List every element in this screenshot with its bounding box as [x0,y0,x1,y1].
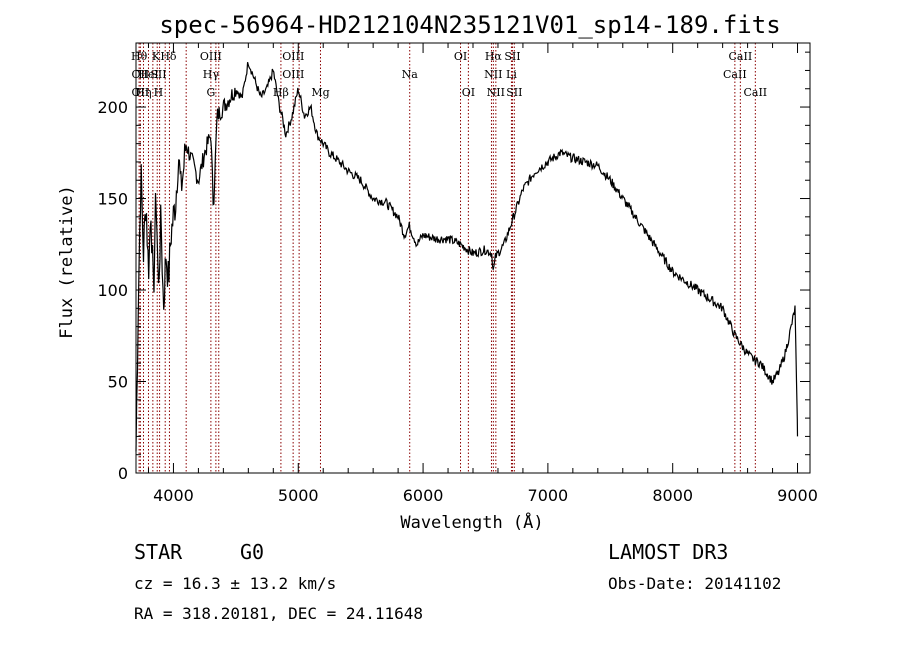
line-label: HeI [138,68,158,81]
y-tick-label: 0 [118,464,128,483]
line-label: G [206,86,215,99]
line-label: NII [484,68,502,81]
x-axis-label: Wavelength (Å) [400,511,543,533]
x-tick-label: 5000 [278,486,319,505]
spectrum-line [135,62,799,452]
line-label: K [152,50,161,63]
y-axis-ticks: 0 50 100 150 200 [97,51,810,483]
object-subclass: G0 [240,540,264,564]
line-label: OIII [200,50,222,63]
line-label: CaII [743,86,767,99]
line-label: Li [506,68,517,81]
coordinates: RA = 318.20181, DEC = 24.11648 [134,604,423,623]
y-axis-label: Flux (relative) [57,185,77,339]
line-label: NII [487,86,505,99]
survey-name: LAMOST DR3 [608,540,728,564]
object-class: STAR [134,540,183,564]
line-label: H [154,86,164,99]
line-label: CaII [723,68,747,81]
line-label: SII [150,68,166,81]
line-label: Mg [311,86,329,99]
y-tick-label: 100 [97,281,128,300]
x-tick-label: 9000 [777,486,818,505]
chart-title: spec-56964-HD212104N235121V01_sp14-189.f… [159,11,780,39]
line-label: SII [506,86,522,99]
line-label: Na [402,68,419,81]
redshift-velocity: cz = 16.3 ± 13.2 km/s [134,574,336,593]
line-label: CaII [729,50,753,63]
line-label: Hα [485,50,503,63]
x-tick-label: 7000 [528,486,569,505]
line-label: Hγ [203,68,220,81]
x-tick-label: 8000 [652,486,693,505]
line-label: OIII [282,68,304,81]
x-tick-label: 4000 [153,486,194,505]
line-label: OI [454,50,467,63]
y-tick-label: 150 [97,190,128,209]
emission-line-markers [138,43,756,473]
line-label: Hθ [131,50,148,63]
line-label: Hβ [273,86,289,99]
line-label: Hδ [160,50,177,63]
line-label: Hη [135,86,151,99]
line-label: OIII [282,50,304,63]
line-label: OI [462,86,475,99]
line-label: SII [504,50,520,63]
plot-frame [135,42,811,474]
y-tick-label: 50 [108,373,128,392]
y-tick-label: 200 [97,98,128,117]
observation-date: Obs-Date: 20141102 [608,574,781,593]
x-tick-label: 6000 [403,486,444,505]
x-axis-ticks: 4000 5000 6000 7000 8000 9000 [147,43,818,505]
